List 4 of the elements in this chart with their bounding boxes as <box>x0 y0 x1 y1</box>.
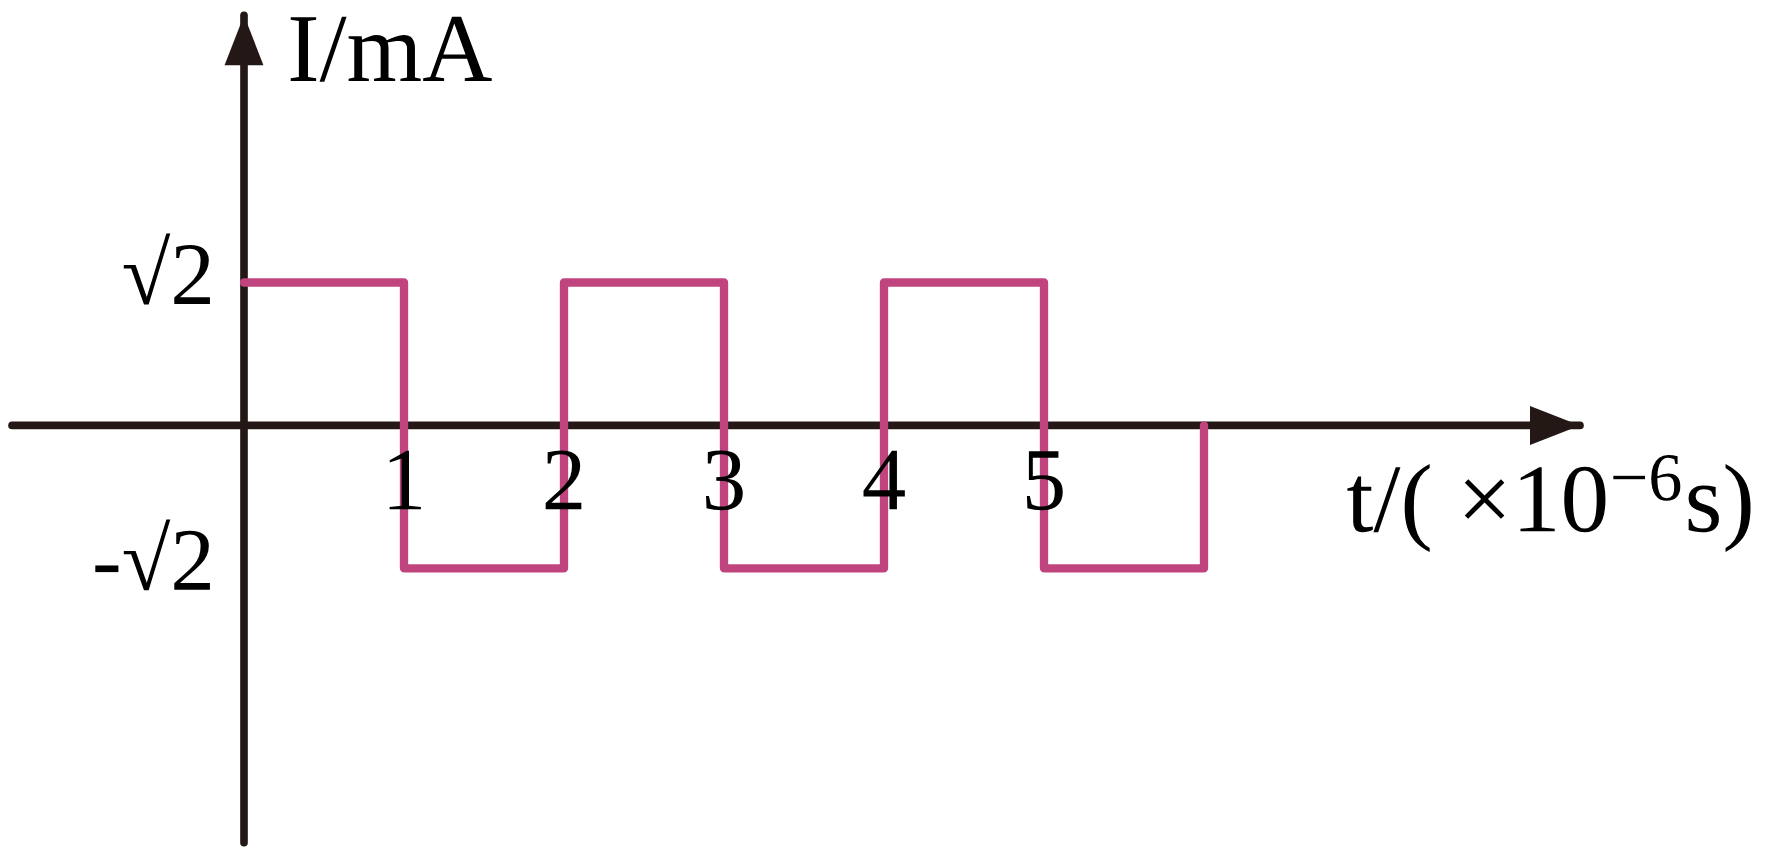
y-axis-title: I/mA <box>290 16 492 82</box>
annotation: -√2 <box>95 519 210 591</box>
annotation: √2 <box>123 233 210 305</box>
x-axis-title: t/( ×10$^{−6}$s) <box>1347 455 1751 553</box>
